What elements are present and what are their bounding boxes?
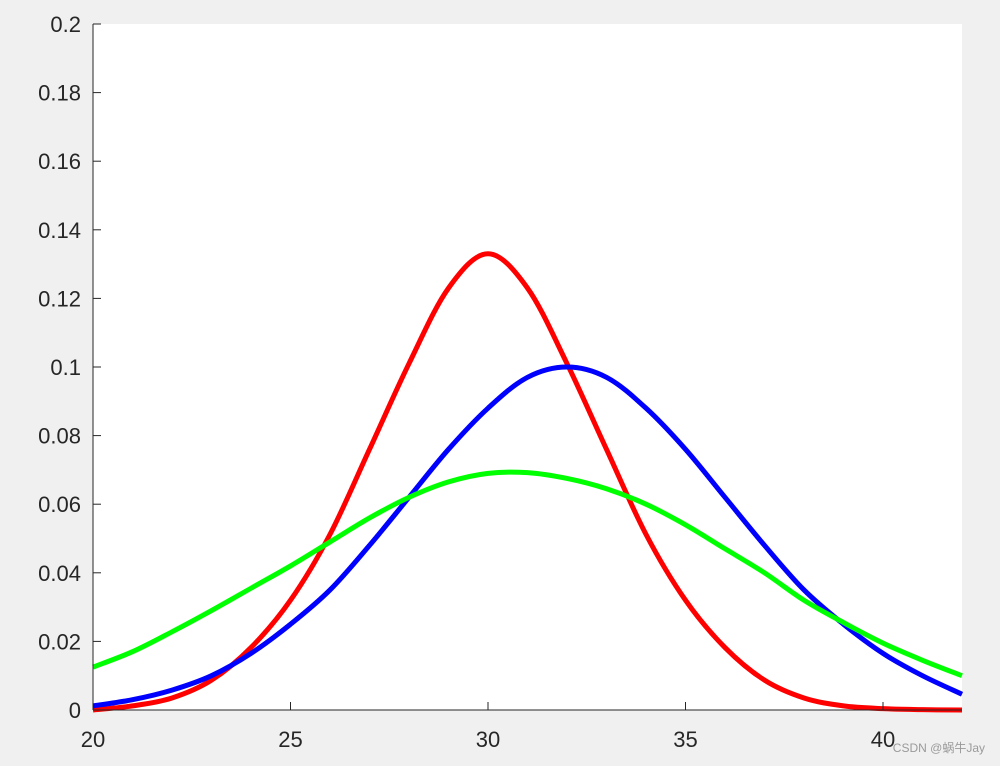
y-tick-label: 0 [69,698,81,723]
y-tick-label: 0.18 [38,81,81,106]
y-tick-label: 0.06 [38,492,81,517]
y-tick-label: 0.1 [50,355,81,380]
y-tick-label: 0.12 [38,286,81,311]
y-tick-label: 0.08 [38,424,81,449]
x-tick-label: 35 [673,727,697,752]
plot-area [93,24,962,710]
y-tick-label: 0.2 [50,12,81,37]
series-line-2 [92,364,964,709]
y-tick-label: 0.04 [38,561,81,586]
x-tick-label: 25 [278,727,302,752]
x-tick-label: 30 [476,727,500,752]
y-tick-label: 0.14 [38,218,81,243]
watermark: CSDN @蜗牛Jay [893,740,985,755]
series-layer [92,251,964,713]
series-line-3 [92,469,963,679]
series-line-1 [92,251,963,713]
y-tick-label: 0.02 [38,629,81,654]
x-tick-label: 40 [871,727,895,752]
y-axis: 0 0.02 0.04 0.06 0.08 0.1 0.12 0.14 0.16 0.18 0.2 [38,12,101,723]
y-tick-label: 0.16 [38,149,81,174]
x-tick-label: 20 [81,727,105,752]
x-axis: 20 25 30 35 40 [81,702,895,752]
